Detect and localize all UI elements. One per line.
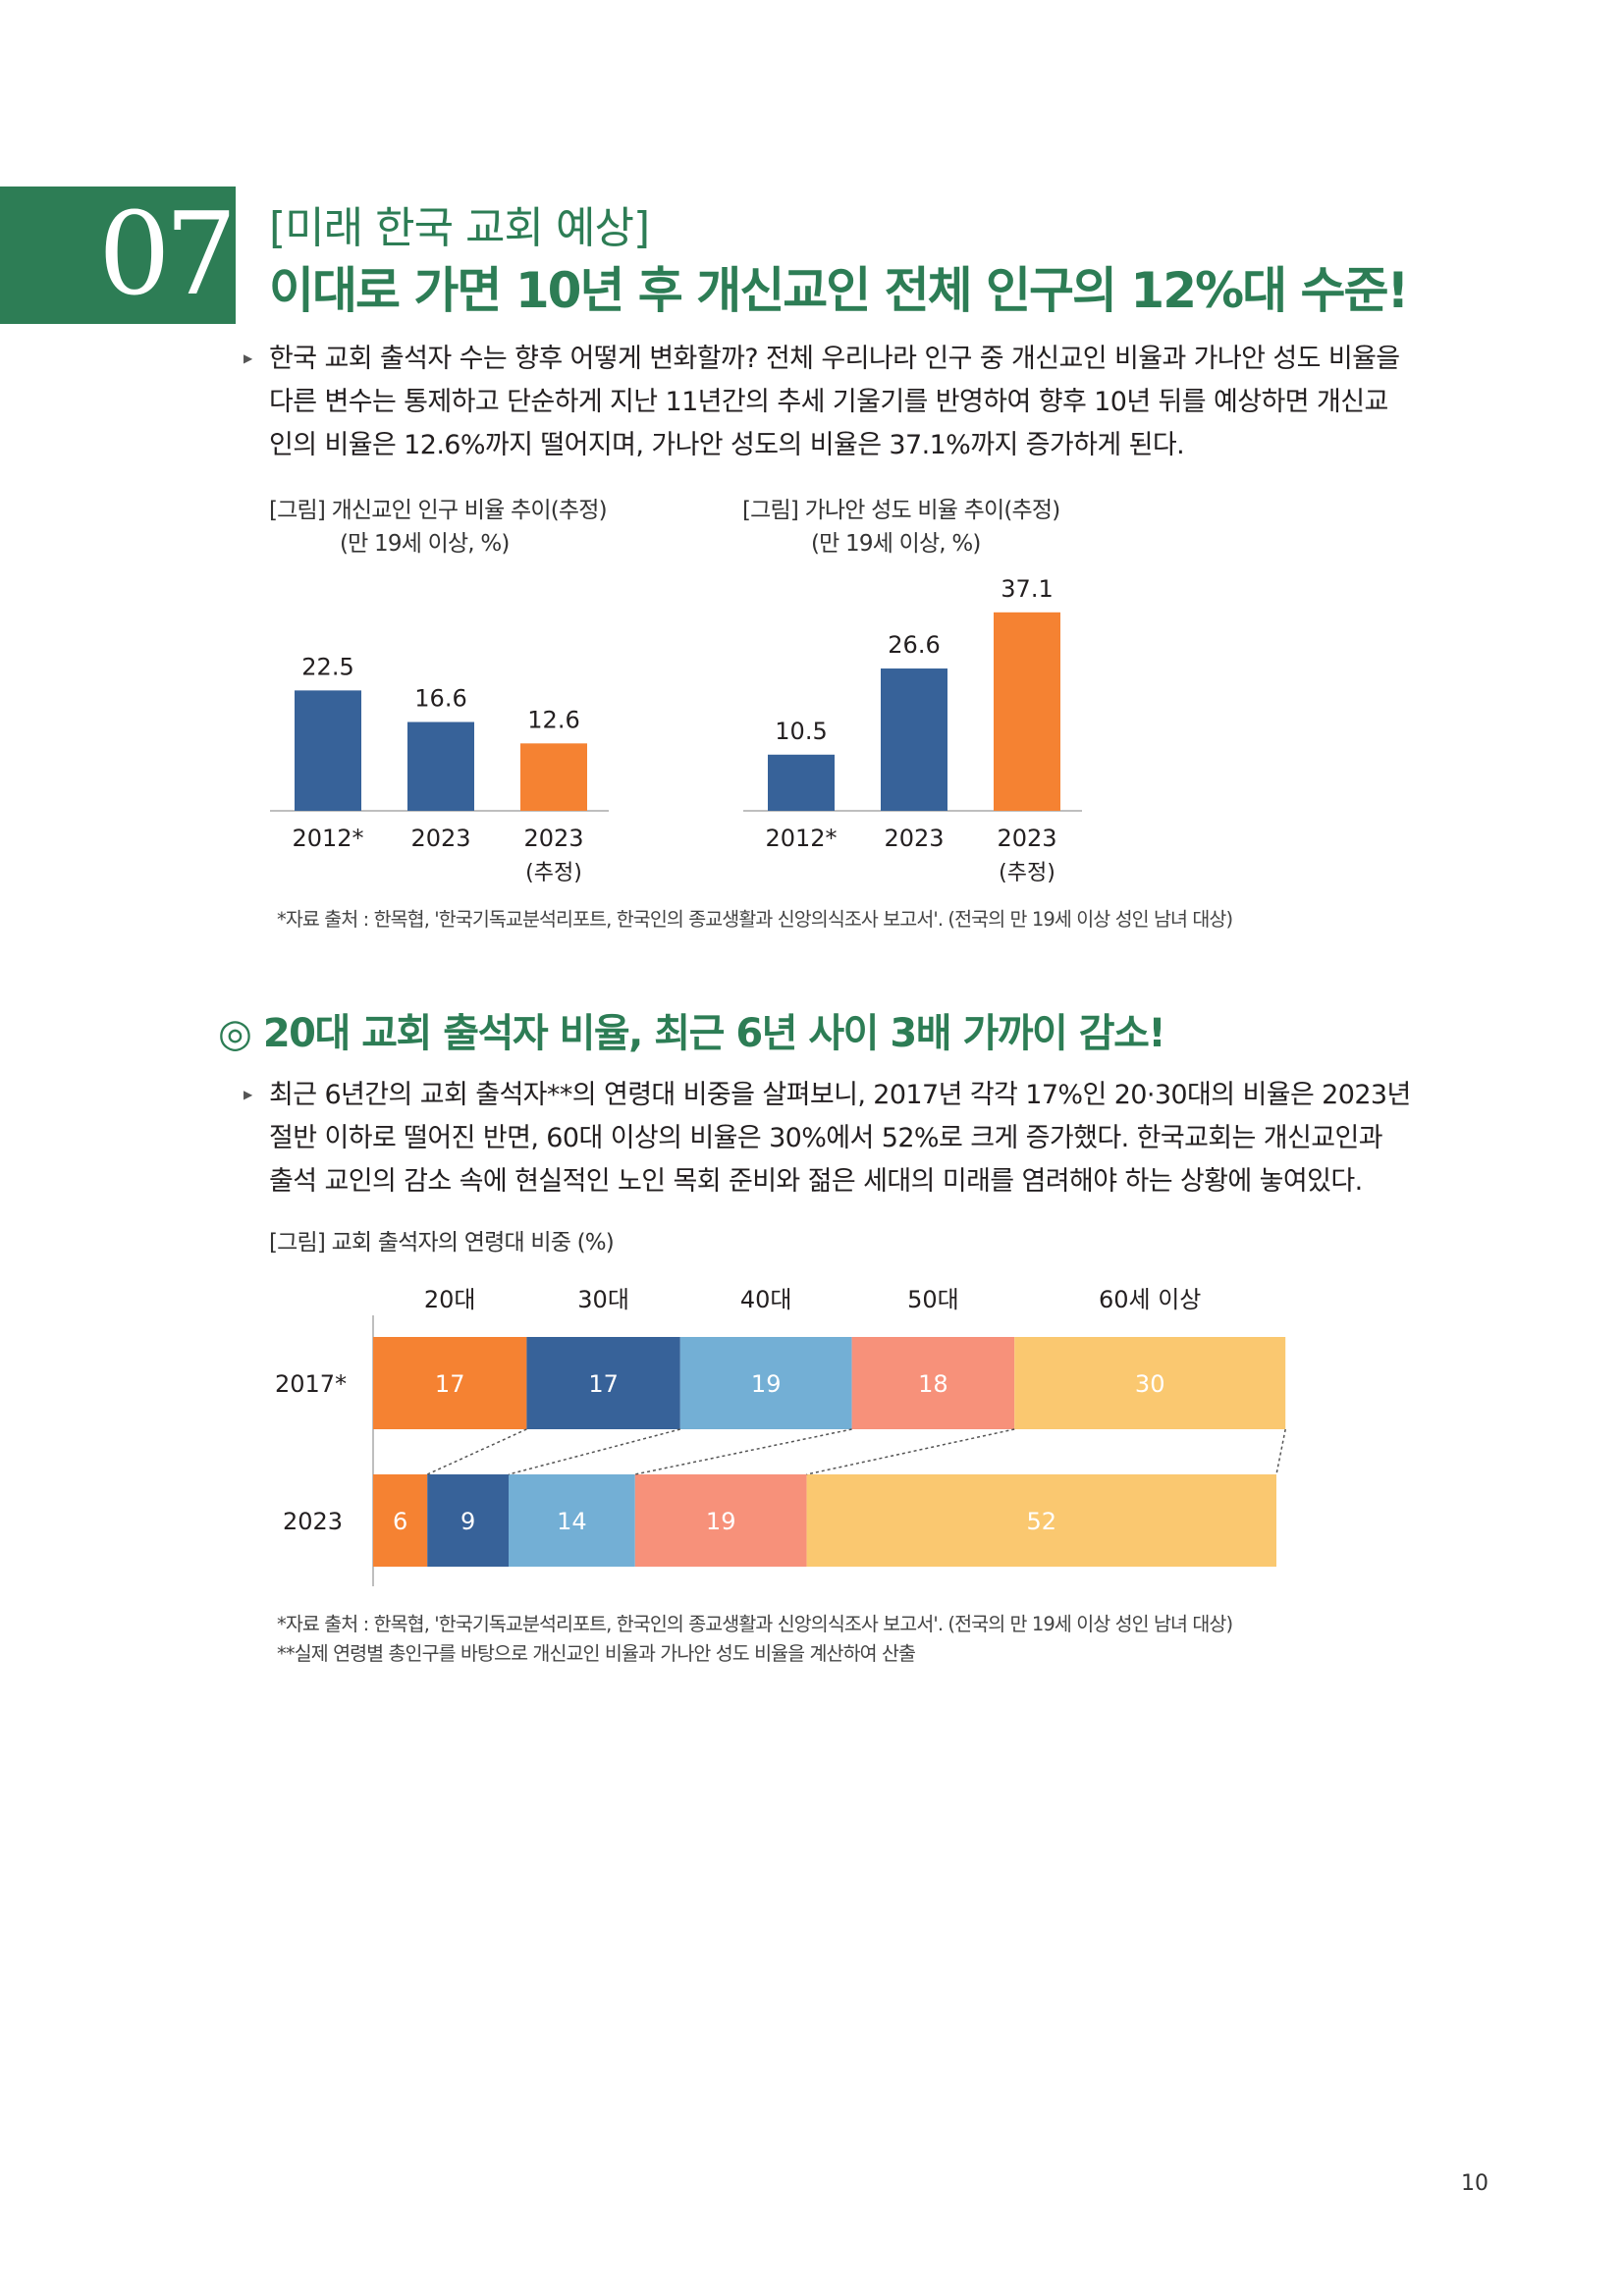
x-tick-label: 2023 (884, 825, 944, 852)
chart-protestant-ratio: 22.5 2012* 16.6 2023 12.6 2023 (추정) (270, 653, 609, 885)
segment-value-label: 18 (918, 1370, 948, 1398)
bar (881, 668, 947, 811)
chart2-caption: [그림] 가나안 성도 비율 추이(추정) (742, 498, 1060, 523)
segment-value-label: 17 (588, 1370, 619, 1398)
x-tick-sublabel: (추정) (999, 861, 1055, 885)
bullet-icon: ▶ (243, 1088, 253, 1101)
page-number: 10 (1461, 2171, 1488, 2196)
connector-line (806, 1428, 1015, 1475)
intro-line: 인의 비율은 12.6%까지 떨어지며, 가나안 성도의 비율은 37.1%까지… (269, 430, 1185, 460)
legend-label: 60세 이상 (1099, 1286, 1201, 1313)
page-headline: 이대로 가면 10년 후 개신교인 전체 인구의 12%대 수준! (269, 262, 1409, 319)
bar-value-label: 10.5 (775, 718, 827, 745)
bar (520, 743, 587, 811)
stacked-segment (373, 1474, 428, 1567)
x-tick-label: 2023 (410, 825, 470, 852)
legend-label: 30대 (577, 1286, 629, 1313)
segment-value-label: 9 (460, 1508, 475, 1535)
segment-value-label: 30 (1135, 1370, 1165, 1398)
section-number: 07 (98, 188, 238, 321)
bar-value-label: 22.5 (301, 653, 353, 680)
bar (768, 754, 835, 811)
intro-paragraph: 한국 교회 출석자 수는 향후 어떻게 변화할까? 전체 우리나라 인구 중 개… (269, 338, 1400, 467)
stacked-segment (634, 1474, 807, 1567)
connector-line (634, 1428, 852, 1475)
chart3-caption: [그림] 교회 출석자의 연령대 비중 (%) (269, 1230, 615, 1255)
row-label: 2017* (275, 1370, 347, 1398)
connector-line (508, 1428, 680, 1475)
chart2-subcaption: (만 19세 이상, %) (811, 531, 981, 557)
section-kicker: [미래 한국 교회 예상] (269, 203, 650, 253)
source-note: *자료 출처 : 한목협, '한국기독교분석리포트, 한국인의 종교생활과 신앙… (277, 1613, 1233, 1635)
x-tick-label: 2023 (997, 825, 1056, 852)
segment-value-label: 52 (1027, 1508, 1057, 1535)
connector-line (1275, 1428, 1286, 1475)
section2-title: ◎ 20대 교회 출석자 비율, 최근 6년 사이 3배 가까이 감소! (218, 1011, 1166, 1056)
stacked-segment (1014, 1337, 1286, 1429)
stacked-segment (679, 1337, 852, 1429)
stacked-segment (806, 1474, 1276, 1567)
bullet-icon: ▶ (243, 351, 253, 365)
stacked-segment (509, 1474, 635, 1567)
legend-label: 40대 (740, 1286, 792, 1313)
legend-label: 20대 (424, 1286, 476, 1313)
bar-value-label: 16.6 (414, 685, 466, 713)
chart-age-distribution: 2017* 17 17 19 18 30 20대 30대 40대 50대 60세 이상 2023 6 9 1… (275, 1286, 1286, 1586)
bar (407, 721, 474, 811)
bar-value-label: 37.1 (1001, 575, 1053, 603)
stacked-segment (851, 1337, 1015, 1429)
section2-line: 절반 이하로 떨어진 반면, 60대 이상의 비율은 30%에서 52%로 크게… (269, 1123, 1383, 1153)
segment-value-label: 19 (751, 1370, 782, 1398)
section2-line: 최근 6년간의 교회 출석자**의 연령대 비중을 살펴보니, 2017년 각각… (269, 1080, 1411, 1110)
bar-value-label: 26.6 (888, 631, 940, 659)
bar-value-label: 12.6 (527, 706, 579, 733)
chart1-caption: [그림] 개신교인 인구 비율 추이(추정) (269, 498, 608, 523)
x-tick-label: 2012* (765, 825, 837, 852)
intro-line: 다른 변수는 통제하고 단순하게 지난 11년간의 추세 기울기를 반영하여 향… (269, 387, 1388, 417)
stacked-segment (373, 1337, 527, 1429)
stacked-segment (427, 1474, 509, 1567)
connector-line (426, 1428, 527, 1475)
bar (295, 690, 361, 811)
source-note: *자료 출처 : 한목협, '한국기독교분석리포트, 한국인의 종교생활과 신앙… (277, 908, 1233, 931)
x-tick-label: 2012* (292, 825, 363, 852)
segment-value-label: 6 (393, 1508, 407, 1535)
segment-value-label: 19 (706, 1508, 736, 1535)
stacked-segment (526, 1337, 680, 1429)
section2-paragraph: 최근 6년간의 교회 출석자**의 연령대 비중을 살펴보니, 2017년 각각… (269, 1074, 1411, 1203)
segment-value-label: 14 (557, 1508, 587, 1535)
section2-line: 출석 교인의 감소 속에 현실적인 노인 목회 준비와 젊은 세대의 미래를 염… (269, 1166, 1363, 1197)
section-number-box: 07 (0, 187, 238, 324)
intro-line: 한국 교회 출석자 수는 향후 어떻게 변화할까? 전체 우리나라 인구 중 개… (269, 344, 1400, 374)
x-tick-label: 2023 (523, 825, 583, 852)
segment-value-label: 17 (435, 1370, 465, 1398)
chart1-subcaption: (만 19세 이상, %) (340, 531, 510, 557)
x-tick-sublabel: (추정) (525, 861, 582, 885)
chart-canaan-ratio: 10.5 2012* 26.6 2023 37.1 2023 (추정) (743, 575, 1082, 885)
source-note-calculation: **실제 연령별 총인구를 바탕으로 개신교인 비율과 가나안 성도 비율을 계… (277, 1642, 916, 1665)
bar (994, 612, 1060, 811)
legend-label: 50대 (907, 1286, 959, 1313)
row-label: 2023 (283, 1508, 343, 1535)
